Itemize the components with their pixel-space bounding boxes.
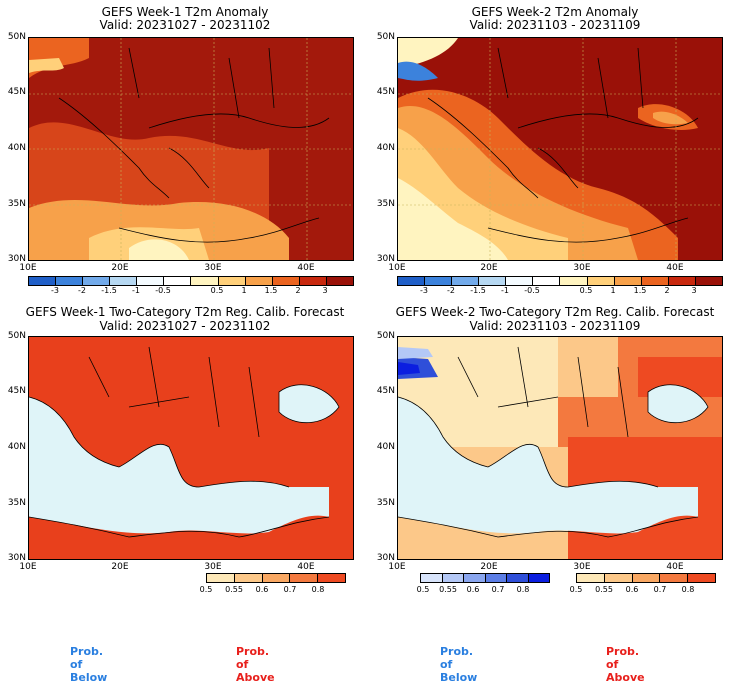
lon-label: 10E bbox=[388, 263, 406, 273]
lat-label: 45N bbox=[376, 87, 395, 97]
lon-label: 30E bbox=[204, 562, 222, 572]
colorbar-label: 1 bbox=[241, 286, 247, 295]
lat-label: 35N bbox=[7, 199, 26, 209]
prob-below-label: Prob. of Below bbox=[440, 645, 478, 684]
lon-label: 20E bbox=[111, 263, 129, 273]
colorbar-label: 0.55 bbox=[439, 585, 457, 594]
lon-label: 20E bbox=[480, 562, 498, 572]
prob-above-label: Prob. of Above bbox=[606, 645, 645, 684]
colorbar-label: 0.5 bbox=[416, 585, 430, 594]
panel-title: GEFS Week-2 Two-Category T2m Reg. Calib.… bbox=[395, 305, 715, 319]
colorbar-label: -0.5 bbox=[155, 286, 171, 295]
map-week2-anomaly bbox=[397, 37, 723, 261]
anomaly-colorbar bbox=[397, 276, 723, 286]
colorbar-label: -2 bbox=[78, 286, 86, 295]
lat-label: 50N bbox=[376, 32, 395, 42]
lat-label: 40N bbox=[7, 442, 26, 452]
lat-label: 30N bbox=[376, 553, 395, 563]
lon-label: 30E bbox=[204, 263, 222, 273]
colorbar-label: 1.5 bbox=[633, 286, 647, 295]
lon-label: 30E bbox=[573, 263, 591, 273]
lon-label: 20E bbox=[111, 562, 129, 572]
lat-label: 50N bbox=[376, 331, 395, 341]
colorbar-label: -3 bbox=[51, 286, 59, 295]
lat-label: 35N bbox=[376, 199, 395, 209]
lon-label: 10E bbox=[388, 562, 406, 572]
lat-label: 35N bbox=[7, 498, 26, 508]
lon-label: 40E bbox=[297, 263, 315, 273]
lon-label: 30E bbox=[573, 562, 591, 572]
lon-label: 40E bbox=[666, 562, 684, 572]
colorbar-label: 0.5 bbox=[210, 286, 224, 295]
colorbar-label: 0.5 bbox=[569, 585, 583, 594]
colorbar-label: 0.6 bbox=[625, 585, 639, 594]
colorbar-label: -3 bbox=[420, 286, 428, 295]
prob-above-colorbar bbox=[206, 573, 346, 583]
map-week1-anomaly bbox=[28, 37, 354, 261]
lon-label: 10E bbox=[19, 562, 37, 572]
colorbar-label: 0.5 bbox=[199, 585, 213, 594]
prob-above-label: Prob. of Above bbox=[236, 645, 275, 684]
lon-label: 40E bbox=[666, 263, 684, 273]
map-week1-probability bbox=[28, 336, 354, 560]
panel-valid: Valid: 20231027 - 20231102 bbox=[99, 319, 271, 333]
colorbar-label: 0.55 bbox=[595, 585, 613, 594]
colorbar-label: 3 bbox=[322, 286, 328, 295]
colorbar-label: -0.5 bbox=[524, 286, 540, 295]
prob-below-colorbar bbox=[420, 573, 550, 583]
colorbar-label: 0.8 bbox=[311, 585, 325, 594]
prob-above-colorbar bbox=[576, 573, 716, 583]
lat-label: 40N bbox=[376, 143, 395, 153]
lat-label: 30N bbox=[7, 254, 26, 264]
lat-label: 45N bbox=[7, 386, 26, 396]
colorbar-label: 0.6 bbox=[466, 585, 480, 594]
panel-title: GEFS Week-1 T2m Anomaly bbox=[101, 5, 269, 19]
anomaly-colorbar bbox=[28, 276, 354, 286]
colorbar-label: 0.55 bbox=[225, 585, 243, 594]
colorbar-label: -1 bbox=[501, 286, 509, 295]
colorbar-label: 0.5 bbox=[579, 286, 593, 295]
lat-label: 50N bbox=[7, 331, 26, 341]
colorbar-label: 0.6 bbox=[255, 585, 269, 594]
panel-title: GEFS Week-2 T2m Anomaly bbox=[471, 5, 639, 19]
colorbar-label: 1.5 bbox=[264, 286, 278, 295]
panel-title: GEFS Week-1 Two-Category T2m Reg. Calib.… bbox=[25, 305, 345, 319]
lat-label: 50N bbox=[7, 32, 26, 42]
colorbar-label: -2 bbox=[447, 286, 455, 295]
lon-label: 10E bbox=[19, 263, 37, 273]
colorbar-label: -1.5 bbox=[470, 286, 486, 295]
lat-label: 40N bbox=[7, 143, 26, 153]
colorbar-label: 2 bbox=[295, 286, 301, 295]
lat-label: 30N bbox=[376, 254, 395, 264]
colorbar-label: -1.5 bbox=[101, 286, 117, 295]
lat-label: 30N bbox=[7, 553, 26, 563]
lat-label: 40N bbox=[376, 442, 395, 452]
panel-valid: Valid: 20231027 - 20231102 bbox=[99, 18, 271, 32]
prob-below-label: Prob. of Below bbox=[70, 645, 108, 684]
colorbar-label: 0.8 bbox=[516, 585, 530, 594]
colorbar-label: 0.7 bbox=[491, 585, 505, 594]
colorbar-label: 3 bbox=[691, 286, 697, 295]
colorbar-label: 0.7 bbox=[653, 585, 667, 594]
lat-label: 45N bbox=[7, 87, 26, 97]
colorbar-label: 0.7 bbox=[283, 585, 297, 594]
lon-label: 20E bbox=[480, 263, 498, 273]
panel-valid: Valid: 20231103 - 20231109 bbox=[469, 18, 641, 32]
colorbar-label: 1 bbox=[610, 286, 616, 295]
lon-label: 40E bbox=[297, 562, 315, 572]
colorbar-label: 2 bbox=[664, 286, 670, 295]
colorbar-label: 0.8 bbox=[681, 585, 695, 594]
lat-label: 45N bbox=[376, 386, 395, 396]
panel-valid: Valid: 20231103 - 20231109 bbox=[469, 319, 641, 333]
lat-label: 35N bbox=[376, 498, 395, 508]
map-week2-probability bbox=[397, 336, 723, 560]
colorbar-label: -1 bbox=[132, 286, 140, 295]
